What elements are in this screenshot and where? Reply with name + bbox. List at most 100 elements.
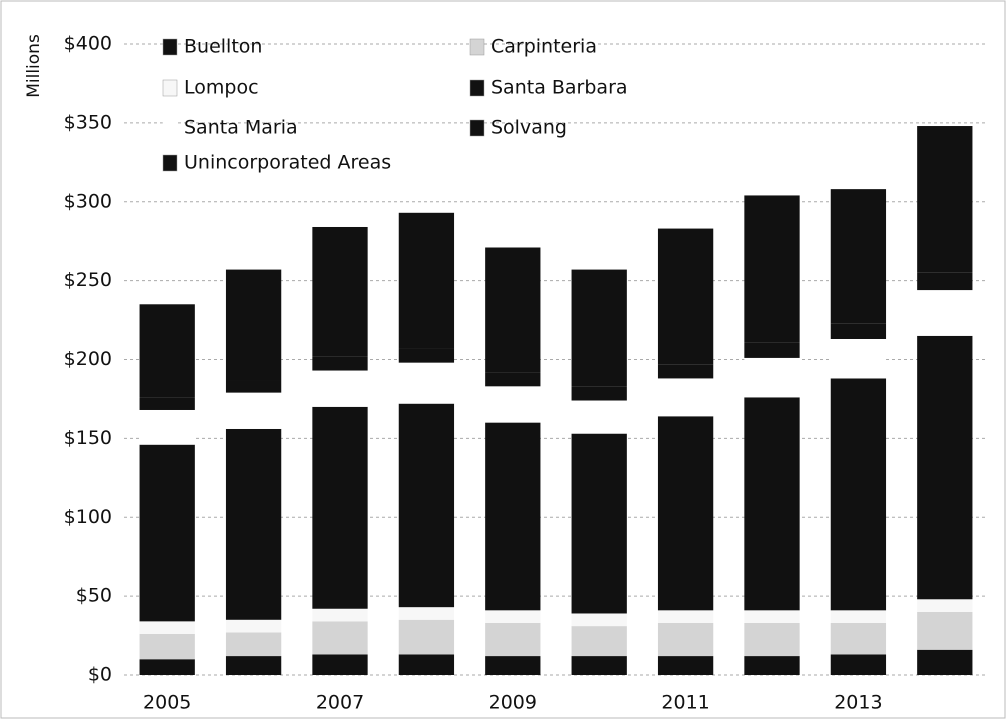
y-tick-label: $200 [64, 348, 112, 370]
bar-segment [139, 659, 195, 675]
bar-segment [830, 323, 887, 339]
y-tick-label: $250 [64, 269, 112, 291]
legend-label: Buellton [184, 36, 262, 58]
bar-segment [917, 126, 973, 273]
legend-label: Santa Maria [184, 117, 298, 139]
bar-segment [139, 621, 195, 634]
bar-segment [139, 444, 195, 622]
bar-segment [398, 403, 455, 608]
bar-segment [571, 433, 627, 614]
bar-segment [398, 212, 455, 349]
bar-segment [917, 290, 973, 336]
y-tick-label: $100 [64, 506, 112, 528]
bar-segment [225, 619, 282, 633]
bar-segment [398, 607, 455, 620]
bar-segment [917, 649, 973, 675]
bar-segment [225, 269, 282, 381]
bar-segment [225, 380, 282, 393]
legend-label: Solvang [491, 117, 567, 139]
bar-segment [744, 622, 800, 657]
legend-label: Carpinteria [491, 36, 597, 58]
bar-segment [225, 656, 282, 675]
bar-segment [485, 610, 541, 623]
legend-swatch [469, 79, 485, 97]
y-tick-label: $0 [88, 664, 112, 686]
x-tick-label: 2007 [316, 692, 364, 714]
bar-segment [657, 378, 714, 417]
legend-swatch [162, 38, 178, 56]
bar-segment [485, 622, 541, 657]
bar-segment [657, 228, 714, 365]
bar-segment [485, 372, 541, 387]
bar-segment [571, 613, 627, 627]
bar-segment [485, 386, 541, 423]
bar-segment [225, 428, 282, 620]
bar-segment [312, 621, 368, 655]
bar-segment [312, 226, 368, 357]
bar-segment [398, 362, 455, 404]
legend-swatch [469, 38, 485, 56]
x-tick-label: 2009 [489, 692, 537, 714]
bar-segment [657, 622, 714, 657]
bar-segment [225, 392, 282, 429]
bar-segment [571, 269, 627, 387]
bar-segment [485, 656, 541, 675]
x-tick-label: 2005 [143, 692, 191, 714]
bar-segment [225, 632, 282, 657]
bar-segment [139, 409, 195, 445]
bar-segment [830, 338, 887, 379]
y-tick-label: $350 [64, 111, 112, 133]
legend-swatch [469, 119, 485, 137]
y-tick-label: $50 [76, 585, 112, 607]
y-tick-label: $300 [64, 190, 112, 212]
bar-segment [312, 356, 368, 371]
bar-segment [917, 611, 973, 650]
bar-segment [917, 272, 973, 291]
bar-segment [657, 364, 714, 379]
legend-swatch [162, 154, 178, 172]
bar-segment [571, 626, 627, 657]
bar-segment [398, 348, 455, 363]
bar-segment [571, 386, 627, 401]
bar-segment [744, 397, 800, 611]
bar-segment [139, 633, 195, 660]
bar-segment [744, 195, 800, 343]
bar-segment [830, 622, 887, 655]
bar-segment [830, 378, 887, 611]
legend-swatch [162, 79, 178, 97]
bar-segment [657, 416, 714, 611]
bar-segment [744, 342, 800, 358]
bar-segment [917, 335, 973, 600]
bar-segment [830, 610, 887, 623]
y-axis-label: Millions [24, 34, 44, 98]
bar-segment [398, 654, 455, 675]
bar-segment [657, 610, 714, 623]
bar-segment [571, 656, 627, 675]
bar-segment [744, 610, 800, 623]
bar-segment [917, 599, 973, 612]
bar-segment [830, 654, 887, 675]
legend-swatch [162, 119, 178, 137]
bar-segment [312, 608, 368, 622]
bar-segment [139, 397, 195, 410]
x-tick-label: 2011 [661, 692, 709, 714]
legend-label: Santa Barbara [491, 77, 628, 99]
bar-segment [830, 189, 887, 324]
bar-segment [312, 654, 368, 675]
bar-segment [139, 304, 195, 398]
bar-segment [571, 400, 627, 434]
legend-label: Unincorporated Areas [184, 152, 391, 174]
x-tick-label: 2013 [834, 692, 882, 714]
bar-segment [744, 357, 800, 398]
bar-segment [657, 656, 714, 675]
bar-segment [744, 656, 800, 675]
bar-segment [312, 406, 368, 609]
y-tick-label: $400 [64, 33, 112, 55]
legend-label: Lompoc [184, 77, 259, 99]
bar-segment [398, 619, 455, 655]
y-tick-label: $150 [64, 427, 112, 449]
bar-segment [485, 422, 541, 611]
bar-segment [485, 247, 541, 373]
